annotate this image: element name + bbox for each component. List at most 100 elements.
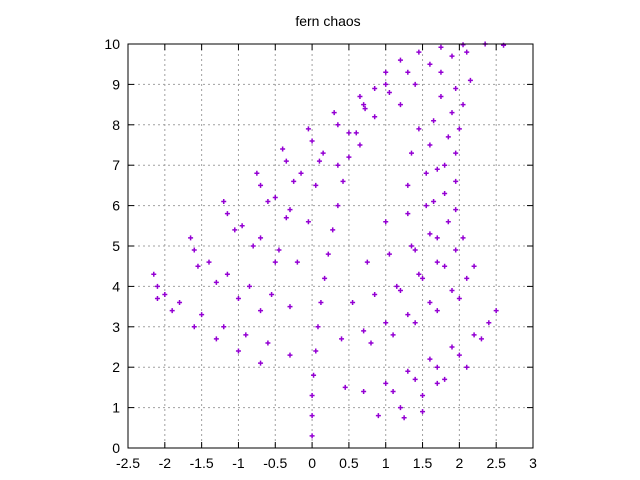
data-point [335, 122, 341, 128]
data-point [383, 81, 389, 87]
y-tick-label: 10 [104, 36, 120, 52]
x-axis-tick-labels: -2.5 -2 -1.5 -1 -0.5 0 0.5 1 1.5 2 2.5 3 [116, 455, 537, 471]
data-point [493, 308, 499, 314]
data-point [206, 259, 212, 265]
data-point [287, 304, 293, 310]
data-point [272, 259, 278, 265]
data-point [335, 162, 341, 168]
data-point [335, 203, 341, 209]
data-point [162, 291, 168, 297]
y-tick-label: 3 [112, 319, 120, 335]
data-point [486, 320, 492, 326]
data-point [221, 324, 227, 330]
data-point [322, 275, 328, 281]
data-point [427, 61, 433, 67]
data-point [427, 300, 433, 306]
data-point [232, 227, 238, 233]
data-point [361, 328, 367, 334]
data-point [453, 207, 459, 213]
data-point [177, 300, 183, 306]
y-tick-label: 9 [112, 76, 120, 92]
data-point [434, 364, 440, 370]
data-point [265, 199, 271, 205]
data-point [283, 158, 289, 164]
data-point [434, 235, 440, 241]
data-point [442, 376, 448, 382]
data-point [258, 182, 264, 188]
data-point [250, 243, 256, 249]
x-tick-label: 2.5 [486, 455, 506, 471]
data-point [423, 170, 429, 176]
data-point [434, 259, 440, 265]
data-point [438, 69, 444, 75]
data-point [416, 126, 422, 132]
data-point [453, 150, 459, 156]
data-point [372, 291, 378, 297]
data-point [456, 126, 462, 132]
data-point [464, 49, 470, 55]
data-point [258, 308, 264, 314]
data-point [213, 279, 219, 285]
data-point [420, 275, 426, 281]
data-point [258, 360, 264, 366]
data-point [298, 170, 304, 176]
data-point [287, 207, 293, 213]
data-point [364, 259, 370, 265]
y-tick-label: 6 [112, 198, 120, 214]
data-point [188, 235, 194, 241]
y-tick-label: 1 [112, 400, 120, 416]
data-point [434, 380, 440, 386]
data-point [311, 372, 317, 378]
data-point [431, 199, 437, 205]
data-point [405, 182, 411, 188]
data-point [287, 352, 293, 358]
data-point [331, 110, 337, 116]
data-point [449, 53, 455, 59]
y-tick-label: 0 [112, 440, 120, 456]
data-point [342, 384, 348, 390]
data-point [401, 415, 407, 421]
data-point [397, 102, 403, 108]
data-point [442, 190, 448, 196]
data-point [350, 300, 356, 306]
data-point [397, 57, 403, 63]
data-point [423, 203, 429, 209]
data-point [313, 348, 319, 354]
data-point [309, 433, 315, 439]
data-point [346, 154, 352, 160]
x-tick-label: 1 [382, 455, 390, 471]
data-point [453, 247, 459, 253]
data-point [438, 94, 444, 100]
data-point [383, 380, 389, 386]
data-point [442, 162, 448, 168]
data-point [361, 102, 367, 108]
data-point [318, 300, 324, 306]
data-point [390, 388, 396, 394]
data-point [427, 231, 433, 237]
data-point [320, 150, 326, 156]
y-tick-label: 7 [112, 157, 120, 173]
x-tick-label: -2.5 [116, 455, 140, 471]
x-tick-label: -1.5 [190, 455, 214, 471]
data-point [397, 405, 403, 411]
data-point [254, 170, 260, 176]
data-point [383, 69, 389, 75]
data-point [460, 102, 466, 108]
data-point [412, 376, 418, 382]
x-tick-label: 0 [308, 455, 316, 471]
data-point [427, 142, 433, 148]
data-point [340, 178, 346, 184]
data-point [151, 271, 157, 277]
data-point [294, 259, 300, 265]
data-point [224, 271, 230, 277]
data-point [276, 247, 282, 253]
data-point [386, 251, 392, 257]
data-point [339, 336, 345, 342]
y-tick-label: 5 [112, 238, 120, 254]
data-point [372, 114, 378, 120]
data-point [467, 77, 473, 83]
data-point [272, 195, 278, 201]
data-point [471, 332, 477, 338]
data-point [283, 215, 289, 221]
data-point [291, 178, 297, 184]
